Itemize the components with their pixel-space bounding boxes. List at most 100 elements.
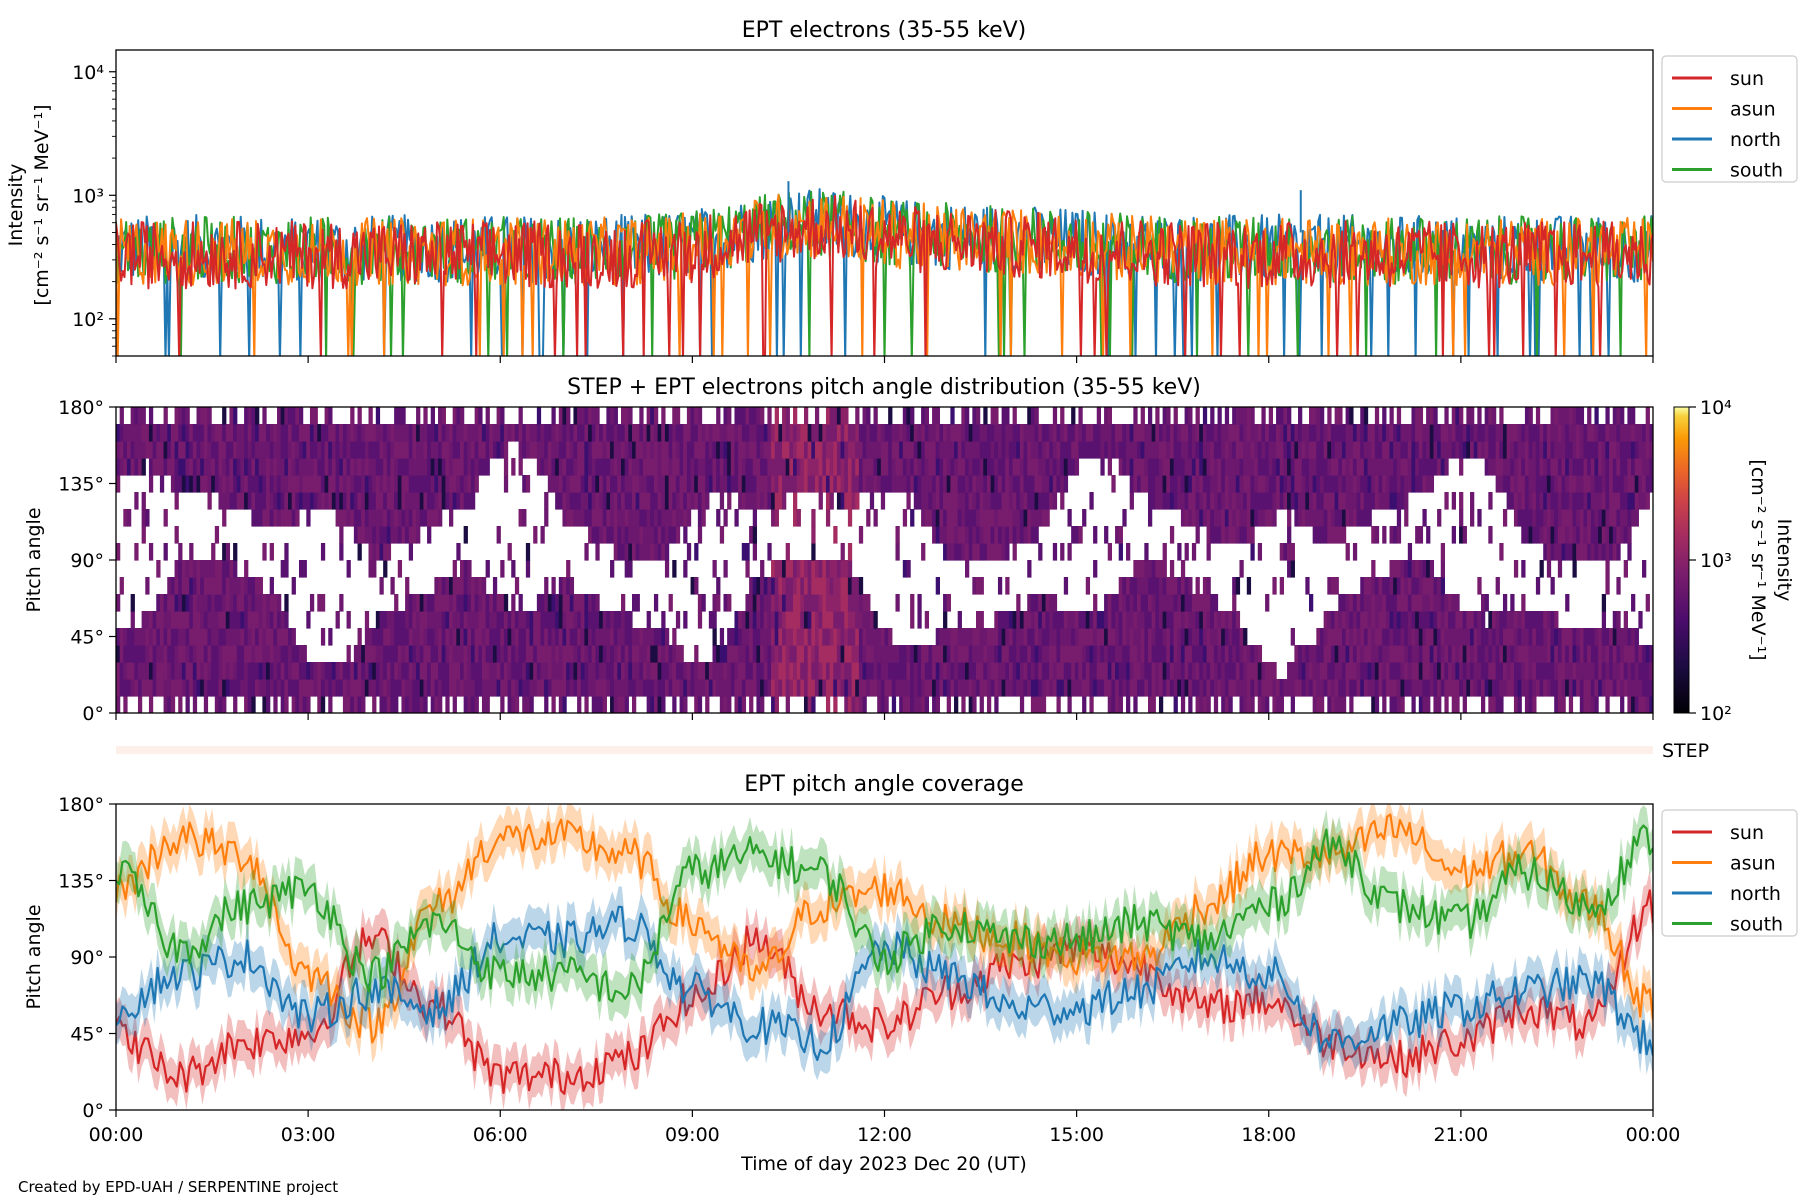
heatmap-cell — [1418, 645, 1424, 663]
heatmap-cell — [496, 424, 501, 442]
heatmap-cell — [1195, 407, 1200, 425]
heatmap-cell — [1158, 696, 1164, 713]
heatmap-cell — [983, 662, 988, 680]
heatmap-cell — [291, 509, 296, 527]
heatmap-cell — [379, 458, 384, 476]
heatmap-cell — [456, 645, 461, 663]
heatmap-cell — [1191, 645, 1197, 663]
heatmap-cell — [1488, 696, 1493, 713]
heatmap-cell — [1382, 407, 1387, 425]
heatmap-cell — [255, 611, 260, 629]
heatmap-cell — [416, 594, 421, 612]
heatmap-cell — [1140, 424, 1145, 442]
heatmap-cell — [1393, 662, 1398, 680]
heatmap-cell — [174, 407, 179, 425]
heatmap-cell — [734, 628, 739, 646]
heatmap-cell — [661, 543, 666, 561]
heatmap-cell — [621, 611, 626, 629]
heatmap-cell — [460, 424, 465, 442]
heatmap-cell — [1283, 679, 1288, 697]
heatmap-cell — [1459, 628, 1464, 646]
heatmap-cell — [551, 662, 556, 680]
heatmap-cell — [1265, 441, 1270, 459]
heatmap-cell — [1155, 645, 1160, 663]
heatmap-cell — [203, 679, 209, 697]
heatmap-cell — [551, 679, 556, 697]
heatmap-cell — [569, 475, 575, 493]
heatmap-cell — [1451, 679, 1456, 697]
heatmap-cell — [1056, 628, 1061, 646]
heatmap-cell — [255, 662, 260, 680]
heatmap-cell — [1191, 424, 1197, 442]
heatmap-cell — [1093, 645, 1098, 663]
heatmap-cell — [1356, 594, 1361, 612]
heatmap-cell — [734, 458, 739, 476]
heatmap-cell — [1371, 662, 1376, 680]
heatmap-cell — [1363, 594, 1369, 612]
heatmap-cell — [628, 424, 633, 442]
heatmap-cell — [1177, 458, 1182, 476]
heatmap-cell — [309, 458, 315, 476]
heatmap-cell — [1217, 628, 1222, 646]
heatmap-cell — [185, 611, 190, 629]
heatmap-cell — [470, 441, 476, 459]
heatmap-cell — [1477, 441, 1482, 459]
heatmap-cell — [401, 611, 406, 629]
heatmap-cell — [306, 662, 311, 680]
heatmap-cell — [280, 696, 285, 713]
heatmap-cell — [1470, 509, 1475, 527]
heatmap-cell — [741, 611, 747, 629]
heatmap-cell — [1140, 679, 1145, 697]
heatmap-cell — [558, 662, 564, 680]
heatmap-cell — [529, 679, 534, 697]
heatmap-cell — [503, 662, 509, 680]
heatmap-cell — [1371, 526, 1376, 544]
heatmap-cell — [1151, 662, 1156, 680]
heatmap-cell — [1510, 441, 1515, 459]
heatmap-cell — [518, 424, 523, 442]
heatmap-cell — [1334, 424, 1339, 442]
heatmap-cell — [939, 526, 944, 544]
heatmap-cell — [939, 424, 944, 442]
heatmap-cell — [416, 526, 421, 544]
heatmap-cell — [1254, 645, 1259, 663]
heatmap-cell — [975, 611, 981, 629]
heatmap-cell — [642, 543, 648, 561]
heatmap-cell — [116, 543, 121, 561]
heatmap-cell — [492, 611, 498, 629]
heatmap-cell — [668, 594, 673, 612]
heatmap-cell — [379, 611, 384, 629]
heatmap-cell — [917, 594, 922, 612]
heatmap-cell — [189, 424, 194, 442]
heatmap-cell — [778, 611, 783, 629]
heatmap-cell — [1422, 645, 1427, 663]
heatmap-cell — [1455, 645, 1460, 663]
heatmap-cell — [562, 492, 567, 510]
heatmap-cell — [591, 696, 596, 713]
heatmap-cell — [752, 543, 758, 561]
heatmap-cell — [584, 441, 589, 459]
heatmap-cell — [456, 458, 461, 476]
heatmap-cell — [972, 441, 977, 459]
heatmap-cell — [997, 628, 1003, 646]
heatmap-cell — [116, 458, 121, 476]
heatmap-cell — [244, 645, 249, 663]
heatmap-cell — [134, 543, 139, 561]
heatmap-cell — [1045, 645, 1050, 663]
heatmap-cell — [1206, 543, 1211, 561]
heatmap-cell — [1440, 679, 1446, 697]
heatmap-cell — [1016, 594, 1021, 612]
heatmap-cell — [405, 424, 410, 442]
heatmap-cell — [427, 526, 432, 544]
heatmap-cell — [716, 475, 721, 493]
heatmap-cell — [1221, 475, 1226, 493]
heatmap-cell — [1561, 441, 1566, 459]
heatmap-cell — [668, 679, 673, 697]
heatmap-cell — [635, 492, 640, 510]
heatmap-cell — [1008, 458, 1014, 476]
heatmap-cell — [1272, 441, 1277, 459]
heatmap-cell — [719, 679, 725, 697]
heatmap-cell — [1543, 662, 1548, 680]
heatmap-cell — [771, 441, 776, 459]
heatmap-cell — [427, 441, 432, 459]
